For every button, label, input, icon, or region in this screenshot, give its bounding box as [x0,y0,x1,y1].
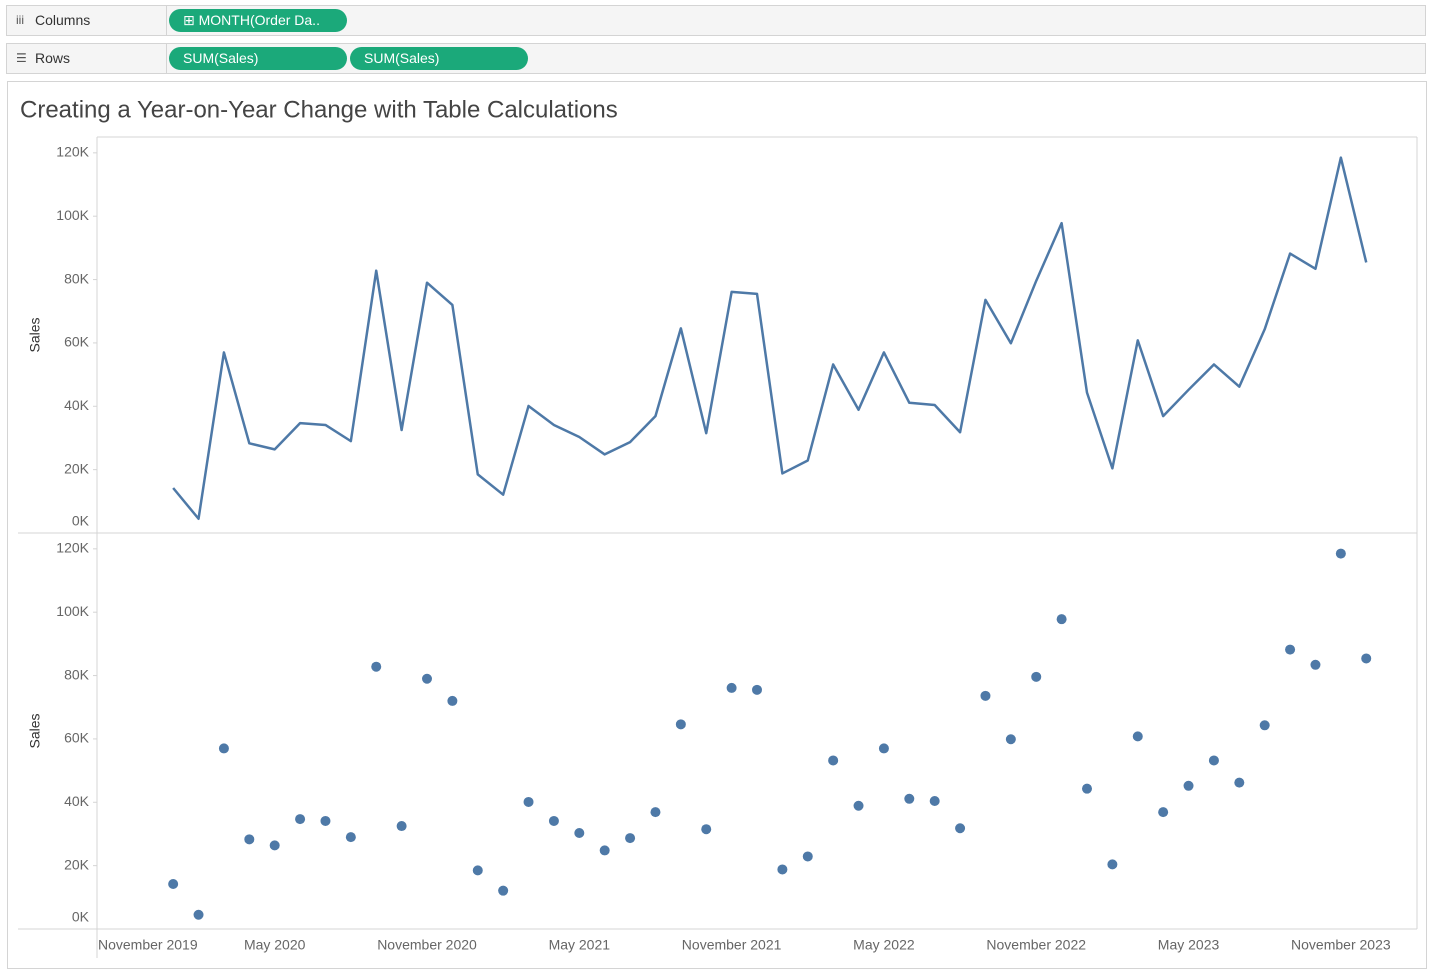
sales-point [777,864,788,875]
sales-point [1183,780,1194,791]
y-tick-label: 60K [64,334,90,350]
sales-point [244,834,255,845]
sales-point [802,851,813,862]
sales-point [904,793,915,804]
sales-point [168,879,179,890]
x-tick-label: May 2021 [549,937,611,953]
y-tick-label: 40K [64,397,90,413]
sales-point [1082,783,1092,794]
sales-point [1361,653,1372,664]
y-axis-label: Sales [27,317,43,352]
sales-point [701,824,712,835]
y-tick-label: 0K [72,909,90,925]
field-pill[interactable]: ⊞ MONTH(Order Da.. [169,9,347,32]
sales-point [422,673,432,684]
sales-point [345,832,356,843]
sales-point [498,885,509,896]
sales-point [447,695,458,706]
chart-title: Creating a Year-on-Year Change with Tabl… [20,96,618,123]
shelf-label-text: Rows [35,50,71,66]
shelf-label: ☰ Rows [7,44,167,73]
sales-line [172,156,1368,520]
sales-point [1285,644,1296,655]
sales-point [1208,755,1219,766]
x-tick-label: November 2021 [682,937,782,953]
sales-point [1234,777,1245,788]
sales-point [625,833,636,844]
y-tick-label: 0K [72,513,90,529]
sales-point [980,690,991,701]
sales-point [1031,671,1042,682]
rows-shelf: ☰ Rows SUM(Sales) SUM(Sales) [6,43,1426,74]
sales-point [1259,720,1270,731]
y-tick-label: 120K [56,144,89,160]
sales-point [752,684,762,695]
sales-point [1005,734,1016,745]
worksheet-frame [7,81,1427,969]
sales-point [523,796,534,807]
x-tick-label: May 2020 [244,937,306,953]
sales-point [320,815,331,826]
y-axis-label: Sales [27,713,43,748]
sales-point [472,865,483,876]
y-tick-label: 80K [64,270,90,286]
y-tick-label: 40K [64,793,90,809]
sales-point [218,743,229,754]
sales-point [599,845,610,856]
shelf-label-text: Columns [35,12,91,28]
sales-point [548,815,559,826]
columns-shelf: iii Columns ⊞ MONTH(Order Da.. [6,5,1426,36]
sales-point [396,821,407,832]
y-tick-label: 100K [56,603,89,619]
sales-point [574,828,585,839]
y-tick-label: 80K [64,666,90,682]
sales-point [1056,614,1067,625]
pill-list: SUM(Sales) SUM(Sales) [169,47,528,70]
x-tick-label: May 2023 [1158,937,1220,953]
sales-point [269,840,280,851]
sales-point [371,661,382,672]
x-tick-label: May 2022 [853,937,915,953]
x-tick-label: November 2023 [1291,937,1391,953]
pill-list: ⊞ MONTH(Order Da.. [169,9,347,32]
y-tick-label: 60K [64,730,90,746]
shelf-label: iii Columns [7,6,167,35]
sales-point [675,719,686,730]
sales-point [193,909,204,920]
sales-point [650,807,661,818]
sales-point [295,814,306,825]
sales-point [1310,659,1321,670]
sales-point [828,755,839,766]
y-tick-label: 120K [56,540,89,556]
field-pill[interactable]: SUM(Sales) [350,47,528,70]
sales-point [1335,548,1346,559]
sales-point [955,823,966,834]
sales-point [1158,807,1169,818]
sales-point [853,800,864,811]
x-tick-label: November 2022 [986,937,1086,953]
y-tick-label: 20K [64,460,90,476]
y-tick-label: 20K [64,856,90,872]
x-tick-label: November 2020 [377,937,477,953]
sales-point [726,682,737,693]
sales-point [1107,859,1118,870]
sales-point [878,743,889,754]
x-tick-label: November 2019 [98,937,198,953]
y-tick-label: 100K [56,207,89,223]
field-pill[interactable]: SUM(Sales) [169,47,347,70]
sales-point [929,796,940,807]
sales-point [1132,731,1143,742]
